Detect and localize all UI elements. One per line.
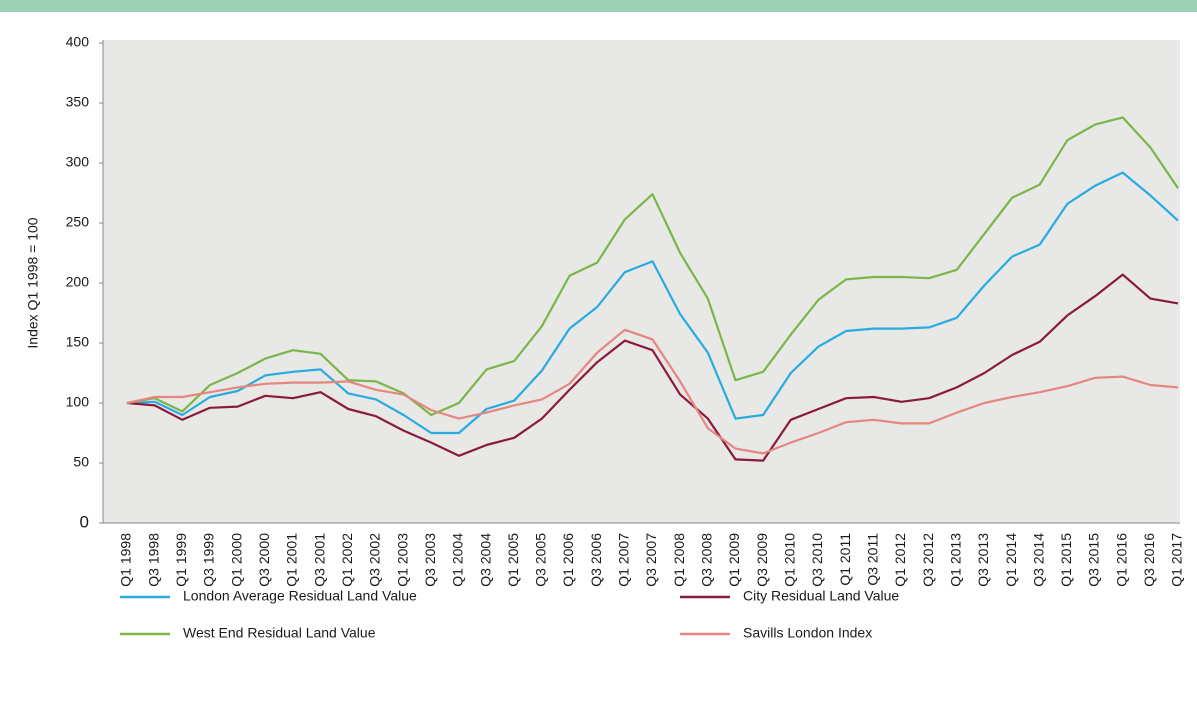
x-tick-label: Q1 2007 bbox=[616, 533, 632, 587]
x-tick-label: Q1 2011 bbox=[837, 533, 853, 586]
legend-label: Savills London Index bbox=[743, 625, 872, 641]
x-tick-label: Q3 2004 bbox=[477, 533, 493, 587]
y-tick-label: 300 bbox=[66, 154, 90, 170]
x-tick-label: Q1 2014 bbox=[1003, 533, 1019, 587]
x-tick-label: Q3 2002 bbox=[367, 533, 383, 587]
x-tick-label: Q1 2001 bbox=[284, 533, 300, 587]
series-line bbox=[126, 273, 1179, 462]
x-tick-label: Q3 2016 bbox=[1141, 533, 1157, 587]
x-tick-label: Q3 2011 bbox=[864, 533, 880, 586]
x-tick-label: Q3 1998 bbox=[145, 533, 161, 587]
top-band bbox=[0, 0, 1197, 12]
series-line bbox=[126, 328, 1179, 455]
x-tick-label: Q3 2006 bbox=[588, 533, 604, 587]
y-tick-label: 150 bbox=[66, 334, 90, 350]
x-tick-label: Q1 1999 bbox=[173, 533, 189, 587]
x-tick-label: Q1 2013 bbox=[947, 533, 963, 587]
y-axis-title: Index Q1 1998 = 100 bbox=[25, 217, 41, 348]
y-tick-label: 250 bbox=[66, 214, 90, 230]
x-tick-label: Q3 2010 bbox=[809, 533, 825, 587]
series-line bbox=[126, 116, 1179, 417]
x-tick-label: Q1 2012 bbox=[892, 533, 908, 587]
x-tick-label: Q1 2006 bbox=[560, 533, 576, 587]
y-tick-label: 0 bbox=[80, 512, 89, 531]
x-tick-label: Q1 2008 bbox=[671, 533, 687, 587]
x-tick-label: Q3 1999 bbox=[201, 533, 217, 587]
x-tick-label: Q1 2010 bbox=[781, 533, 797, 587]
legend-label: West End Residual Land Value bbox=[183, 625, 376, 641]
x-tick-label: Q1 2004 bbox=[450, 533, 466, 587]
x-tick-label: Q1 2005 bbox=[505, 533, 521, 587]
y-tick-label: 200 bbox=[66, 274, 90, 290]
x-tick-label: Q3 2009 bbox=[754, 533, 770, 587]
x-tick-label: Q3 2013 bbox=[975, 533, 991, 587]
legend-label: London Average Residual Land Value bbox=[183, 588, 417, 604]
x-tick-label: Q1 1998 bbox=[118, 533, 134, 587]
legend-label: City Residual Land Value bbox=[743, 588, 899, 604]
x-tick-label: Q3 2005 bbox=[533, 533, 549, 587]
x-tick-label: Q1 2009 bbox=[726, 533, 742, 587]
x-tick-label: Q3 2007 bbox=[643, 533, 659, 587]
x-tick-label: Q1 2016 bbox=[1113, 533, 1129, 587]
x-tick-label: Q3 2003 bbox=[422, 533, 438, 587]
y-tick-label: 100 bbox=[66, 394, 90, 410]
x-tick-label: Q1 2002 bbox=[339, 533, 355, 587]
series-line bbox=[126, 171, 1179, 435]
x-tick-label: Q3 2012 bbox=[920, 533, 936, 587]
x-tick-label: Q3 2014 bbox=[1030, 533, 1046, 587]
y-tick-label: 400 bbox=[66, 34, 90, 50]
x-tick-label: Q1 2000 bbox=[228, 533, 244, 587]
x-tick-label: Q1 2017 bbox=[1169, 533, 1185, 587]
x-tick-label: Q3 2000 bbox=[256, 533, 272, 587]
plot-area bbox=[103, 40, 1180, 523]
x-tick-label: Q1 2015 bbox=[1058, 533, 1074, 587]
x-tick-label: Q3 2001 bbox=[311, 533, 327, 587]
x-tick-label: Q3 2008 bbox=[699, 533, 715, 587]
x-tick-label: Q3 2015 bbox=[1086, 533, 1102, 587]
y-tick-label: 50 bbox=[73, 454, 89, 470]
y-tick-label: 350 bbox=[66, 94, 90, 110]
x-tick-label: Q1 2003 bbox=[394, 533, 410, 587]
